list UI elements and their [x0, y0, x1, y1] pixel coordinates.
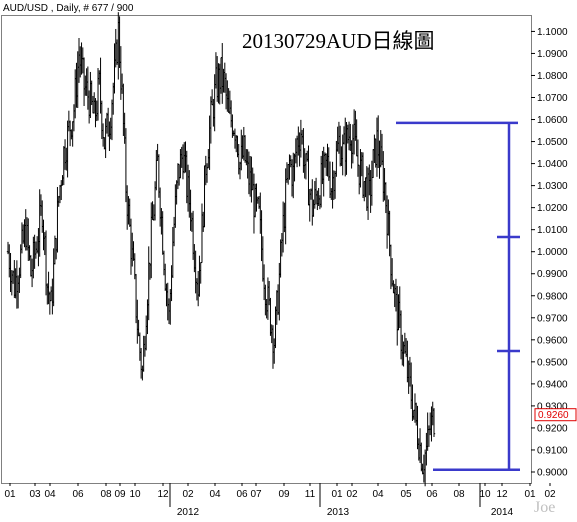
x-tick-label: 04: [372, 489, 384, 500]
y-tick-label: 0.9300: [537, 401, 568, 412]
y-tick-label: 0.9200: [537, 423, 568, 434]
projection-annotation: [396, 121, 520, 472]
x-tick-label: 06: [72, 489, 84, 500]
y-tick-label: 0.9900: [537, 269, 568, 280]
x-tick-label: 11: [305, 489, 316, 500]
y-tick-label: 0.9700: [537, 313, 568, 324]
chart-title: 20130729AUD日線圖: [242, 29, 435, 53]
x-tick-label: 01: [331, 489, 343, 500]
x-tick-label: 10: [129, 489, 141, 500]
x-year-label: 2012: [177, 507, 200, 518]
x-tick-label: 02: [346, 489, 358, 500]
y-tick-label: 1.0800: [537, 71, 568, 82]
last-price-box: [534, 408, 577, 422]
x-tick-label: 04: [44, 489, 56, 500]
watermark-joe: Joe: [534, 499, 555, 516]
x-tick-label: 09: [278, 489, 290, 500]
y-tick-label: 0.9100: [537, 445, 568, 456]
x-tick-label: 08: [100, 489, 112, 500]
price-bar: [432, 408, 436, 437]
x-tick-label: 01: [524, 489, 536, 500]
x-tick-label: 07: [250, 489, 262, 500]
plot-area: [1, 15, 532, 484]
x-tick-label: 12: [157, 489, 169, 500]
x-tick-label: 03: [29, 489, 41, 500]
x-tick-label: 06: [426, 489, 438, 500]
y-tick-label: 0.9500: [537, 357, 568, 368]
y-tick-label: 1.0400: [537, 159, 568, 170]
x-tick-label: 12: [496, 489, 508, 500]
y-tick-label: 1.1000: [537, 27, 568, 38]
last-price-marker: 0.9260: [534, 408, 577, 422]
y-tick-label: 1.0000: [537, 247, 568, 258]
symbol-info: AUD/USD , Daily, # 677 / 900: [3, 3, 134, 14]
x-tick-label: 02: [544, 489, 556, 500]
x-tick-label: 10: [479, 489, 491, 500]
y-tick-label: 1.0900: [537, 49, 568, 60]
x-axis: 01 03 04 06 08 09 10 12 02 04 06 07 09 11 01 02 04 05 06 08…: [4, 483, 556, 518]
x-tick-label: 01: [4, 489, 16, 500]
x-tick-label: 05: [400, 489, 412, 500]
y-axis: 0.9000 0.9100 0.9200 0.9300 0.9400 0.9500 0.96…: [531, 27, 568, 478]
x-tick-label: 06: [236, 489, 248, 500]
y-tick-label: 1.0500: [537, 137, 568, 148]
x-tick-label: 02: [182, 489, 194, 500]
y-tick-label: 1.0100: [537, 225, 568, 236]
y-tick-label: 0.9600: [537, 335, 568, 346]
y-tick-label: 0.9000: [537, 467, 568, 478]
x-year-label: 2014: [491, 507, 514, 518]
x-tick-label: 08: [453, 489, 465, 500]
y-tick-label: 1.0600: [537, 115, 568, 126]
y-tick-label: 0.9800: [537, 291, 568, 302]
x-year-label: 2013: [327, 507, 350, 518]
y-tick-label: 1.0700: [537, 93, 568, 104]
price-series: [6, 12, 436, 487]
last-price-label: 0.9260: [538, 410, 569, 421]
x-tick-label: 04: [209, 489, 221, 500]
y-tick-label: 1.0300: [537, 181, 568, 192]
x-tick-label: 09: [114, 489, 126, 500]
y-tick-label: 0.9400: [537, 379, 568, 390]
y-tick-label: 1.0200: [537, 203, 568, 214]
